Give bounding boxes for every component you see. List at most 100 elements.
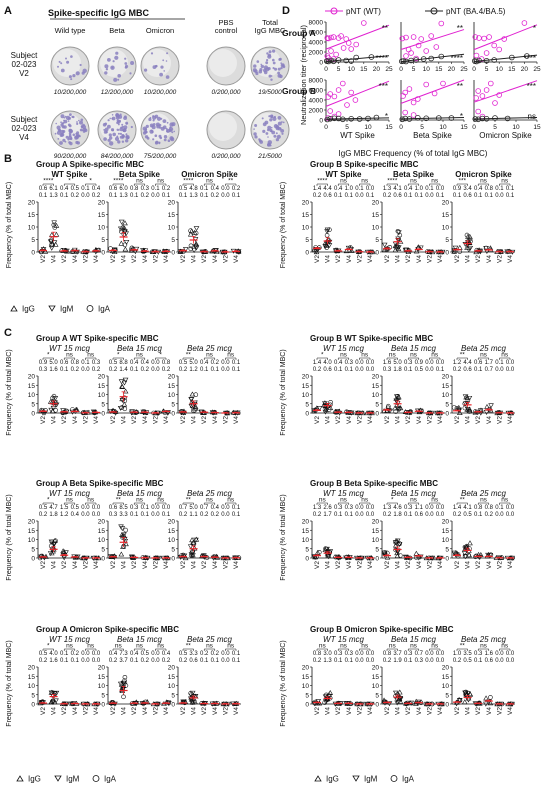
sem-value: 0.0 bbox=[436, 512, 445, 518]
data-point-ba bbox=[414, 115, 421, 121]
x-tick-label: V4 bbox=[121, 707, 128, 715]
sem-value: 0.1 bbox=[345, 193, 354, 199]
data-point-wt bbox=[410, 112, 417, 118]
igg-point bbox=[52, 537, 58, 543]
sem-value: 0.2 bbox=[109, 367, 118, 373]
iga-point bbox=[467, 409, 472, 414]
mean-value: 0.0 bbox=[436, 360, 445, 366]
sem-value: 0.1 bbox=[39, 193, 48, 199]
igg-point bbox=[192, 403, 199, 409]
data-point-wt bbox=[339, 80, 346, 87]
mean-value: 0.8 bbox=[162, 360, 171, 366]
mbc-spot bbox=[107, 119, 110, 122]
sem-value: 0.6 bbox=[463, 367, 472, 373]
x-tick-label: V2 bbox=[405, 416, 412, 424]
x-tick-label: 5 bbox=[412, 66, 416, 73]
mbc-spot bbox=[267, 125, 272, 130]
mbc-spot bbox=[277, 116, 282, 120]
regression-line-ba bbox=[400, 116, 465, 120]
igm-point bbox=[488, 403, 494, 409]
sem-value: 0.0 bbox=[151, 193, 160, 199]
x-tick-label: V2 bbox=[201, 561, 208, 569]
sem-value: 0.0 bbox=[221, 658, 230, 664]
sem-value: 0.0 bbox=[425, 193, 434, 199]
group-label: Group A bbox=[282, 28, 316, 38]
y-tick-label: 5 bbox=[31, 401, 35, 408]
y-tick-label: 10 bbox=[168, 392, 176, 399]
y-tick-label: 6000 bbox=[309, 30, 324, 37]
mean-value: 0.0 bbox=[366, 186, 375, 192]
y-tick-label: 0 bbox=[31, 411, 35, 418]
y-tick-label: 20 bbox=[302, 519, 310, 526]
igm-point bbox=[201, 553, 207, 559]
sem-value: 0.1 bbox=[109, 193, 118, 199]
sem-value: 0.1 bbox=[130, 193, 139, 199]
x-tick-label: V2 bbox=[40, 255, 47, 263]
mbc-spot bbox=[111, 117, 114, 120]
mean-value: 0.3 bbox=[345, 505, 354, 511]
igm-point bbox=[418, 245, 424, 251]
mbc-spot bbox=[262, 122, 267, 127]
igm-point bbox=[50, 541, 57, 547]
igm-point bbox=[188, 552, 195, 558]
y-tick-label: 5 bbox=[101, 401, 105, 408]
significance-label: ns bbox=[136, 178, 144, 185]
y-tick-label: 5 bbox=[305, 401, 309, 408]
significance-label: ** bbox=[116, 497, 122, 504]
data-point-wt bbox=[521, 20, 528, 26]
sem-value: 0.1 bbox=[141, 512, 150, 518]
mbc-spot bbox=[104, 127, 109, 132]
igm-point bbox=[466, 395, 473, 401]
sem-value: 0.0 bbox=[81, 367, 90, 373]
significance-label: ns bbox=[66, 497, 74, 504]
sem-value: 0.1 bbox=[334, 367, 343, 373]
igm-point bbox=[180, 410, 187, 416]
sem-value: 0.6 bbox=[323, 193, 332, 199]
data-point-wt bbox=[328, 48, 334, 54]
sem-value: 1.8 bbox=[393, 512, 402, 518]
significance-label: ns bbox=[410, 178, 418, 185]
significance-bracket bbox=[337, 502, 350, 505]
igg-point bbox=[323, 242, 330, 248]
y-tick-label: 0 bbox=[101, 250, 105, 257]
igm-point bbox=[210, 555, 217, 561]
igg-point bbox=[53, 231, 60, 237]
iga-point bbox=[396, 406, 402, 412]
panel-letter-b: B bbox=[4, 153, 12, 165]
y-tick-label: 20 bbox=[168, 374, 176, 381]
data-point-wt bbox=[406, 86, 413, 92]
significance-ba: **** bbox=[451, 54, 463, 63]
mean-value: 3.0 bbox=[323, 651, 332, 657]
mean-value: 0.6 bbox=[39, 186, 48, 192]
y-axis-label: Frequency (% of total MBC) bbox=[280, 349, 287, 435]
iga-point bbox=[60, 410, 66, 416]
y-tick-label: 20 bbox=[442, 374, 450, 381]
x-tick-label: 0 bbox=[399, 66, 403, 73]
mbc-spot bbox=[107, 124, 111, 129]
igg-point bbox=[395, 394, 401, 400]
mbc-spot bbox=[270, 126, 273, 129]
significance-wt: *** bbox=[379, 82, 388, 91]
y-tick-label: 15 bbox=[168, 528, 176, 535]
x-tick-label: V4 bbox=[325, 255, 332, 263]
sem-value: 0.6 bbox=[485, 658, 494, 664]
mbc-spot bbox=[268, 115, 271, 118]
y-tick-label: 10 bbox=[372, 683, 380, 690]
significance-label: ** bbox=[186, 497, 192, 504]
iga-point bbox=[395, 229, 401, 234]
mbc-spot bbox=[268, 50, 272, 54]
significance-label: **** bbox=[183, 178, 194, 185]
sem-value: 0.1 bbox=[404, 512, 413, 518]
sem-value: 0.1 bbox=[485, 193, 494, 199]
igm-point bbox=[381, 242, 388, 248]
mbc-spot bbox=[272, 58, 275, 62]
y-tick-label: 15 bbox=[372, 212, 380, 219]
x-tick-label: V4 bbox=[163, 561, 170, 569]
x-tick-label: V4 bbox=[233, 416, 240, 424]
mean-value: 0.0 bbox=[506, 651, 515, 657]
significance-label: * bbox=[68, 178, 71, 185]
igg-point bbox=[122, 220, 128, 226]
mean-value: 3.5 bbox=[463, 651, 472, 657]
sem-value: 0.0 bbox=[151, 658, 160, 664]
y-tick-label: 20 bbox=[98, 374, 106, 381]
